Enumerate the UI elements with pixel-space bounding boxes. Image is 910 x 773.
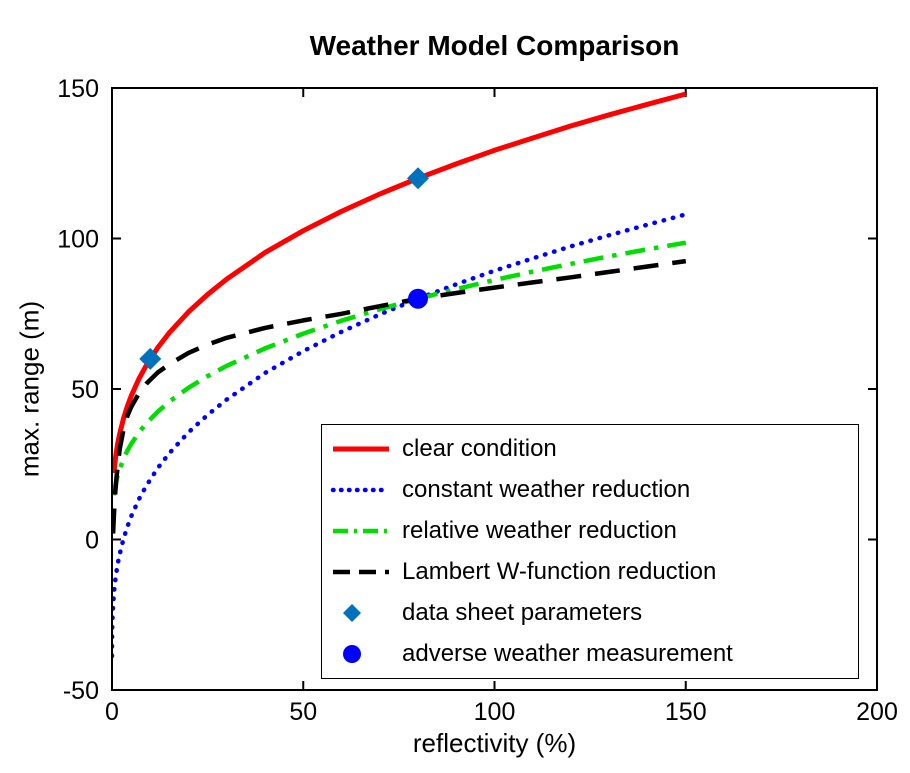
x-axis-label: reflectivity (%) (412, 728, 577, 758)
legend-label: Lambert W-function reduction (402, 557, 717, 585)
x-tick-label: 200 (856, 698, 898, 726)
y-tick-label: 0 (85, 527, 99, 555)
plot-box (111, 87, 878, 691)
legend-marker-diamond (343, 603, 361, 622)
legend-label: adverse weather measurement (402, 639, 733, 667)
x-tick-label: 150 (665, 698, 707, 726)
marker-diamond-data-sheet-parameters (139, 347, 162, 370)
marker-diamond-data-sheet-parameters (407, 167, 429, 190)
legend-label: clear condition (402, 435, 557, 463)
y-tick-label: 150 (57, 75, 99, 103)
x-tick-label: 100 (474, 698, 516, 726)
legend-item-clear-condition: clear condition (330, 430, 858, 468)
curve-lambert-w-function-reduction (112, 258, 687, 534)
legend-item-data-sheet-parameters: data sheet parameters (330, 594, 858, 632)
legend-marker-sample-adverse-weather-measurement (343, 644, 361, 663)
x-tick-label: 0 (105, 698, 119, 726)
legend-marker-circle (343, 644, 361, 663)
y-tick-label: -50 (63, 677, 99, 705)
y-tick-label: 50 (71, 376, 99, 404)
legend-label: constant weather reduction (402, 476, 691, 504)
legend-label: relative weather reduction (402, 517, 677, 545)
chart-title: Weather Model Comparison (309, 30, 680, 61)
x-tick-label: 50 (289, 698, 317, 726)
curve-relative-weather-reduction (112, 240, 687, 496)
chart-legend: clear condition constant weather reducti… (321, 424, 859, 679)
legend-line-sample-clear-condition (333, 446, 389, 452)
legend-item-adverse-weather-measurement: adverse weather measurement (330, 635, 858, 673)
curve-constant-weather-reduction (112, 212, 689, 659)
legend-line-sample-constant-weather-reduction (330, 487, 392, 493)
y-axis-label: max. range (m) (14, 300, 45, 478)
legend-line-sample-lambert-w-function-reduction (333, 569, 389, 575)
legend-line-sample-relative-weather-reduction (333, 528, 389, 534)
curve-clear-condition (112, 91, 687, 474)
legend-label: data sheet parameters (402, 598, 643, 626)
legend-marker-sample-data-sheet-parameters (343, 603, 361, 622)
y-tick-label: 100 (57, 226, 99, 254)
legend-item-lambert-w-function-reduction: Lambert W-function reduction (330, 553, 858, 591)
plot-area (112, 91, 689, 659)
marker-circle-adverse-weather-measurement (408, 288, 428, 309)
legend-item-relative-weather-reduction: relative weather reduction (330, 512, 858, 550)
legend-item-constant-weather-reduction: constant weather reduction (330, 471, 858, 509)
